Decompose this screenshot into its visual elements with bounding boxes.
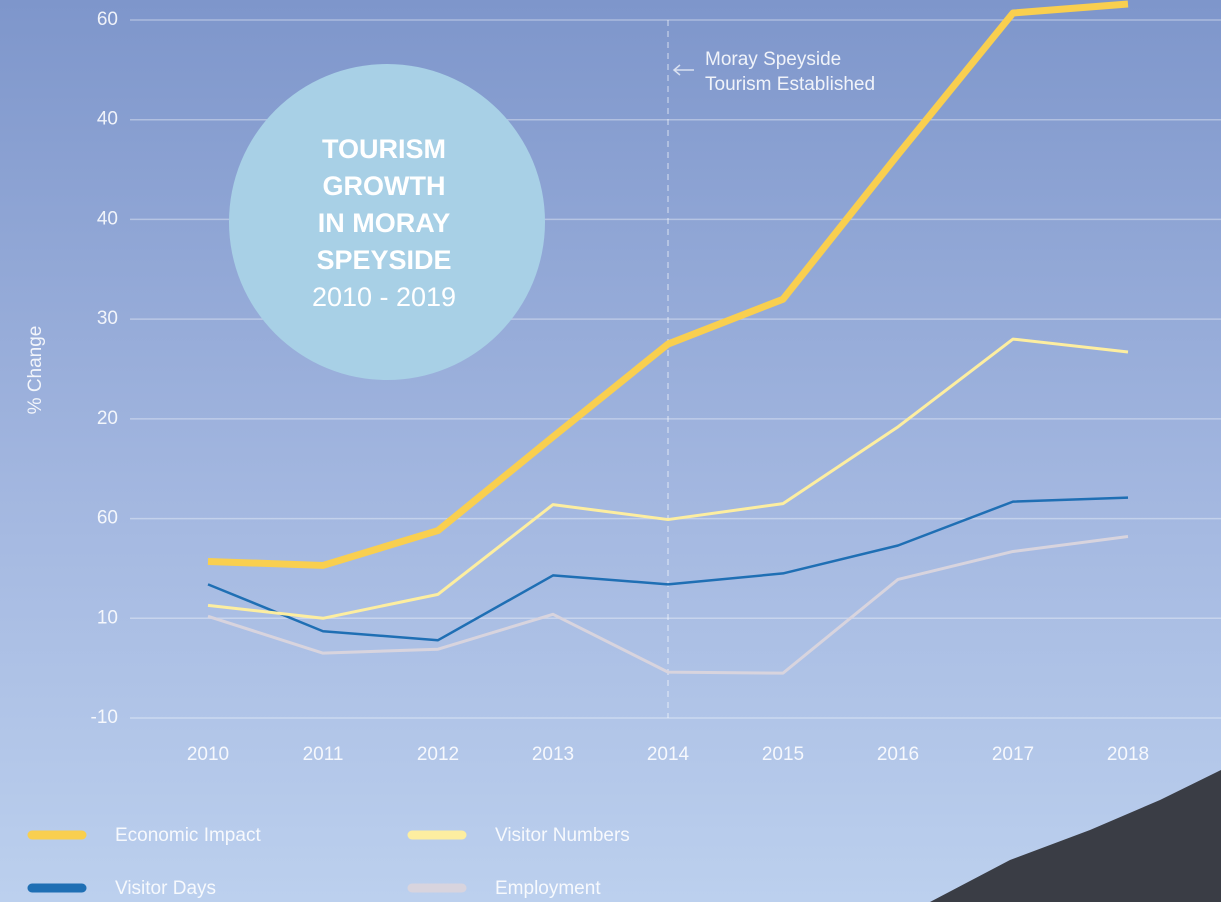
y-tick-label: 40	[97, 109, 118, 130]
chart-subtitle: 2010 - 2019	[312, 282, 456, 312]
y-tick-label: 60	[97, 508, 118, 529]
y-tick-label: 60	[97, 9, 118, 30]
y-tick-label: 40	[97, 208, 118, 229]
x-tick-label: 2010	[187, 744, 229, 765]
x-tick-label: 2016	[877, 744, 919, 765]
chart-title: IN MORAY	[318, 208, 451, 238]
chart: % Change -10 10 60 20 30 40 40 60 2010 2011 2012 20…	[0, 0, 1221, 902]
annotation-text: Moray Speyside	[705, 49, 841, 70]
x-tick-label: 2013	[532, 744, 574, 765]
legend-label: Visitor Numbers	[495, 825, 630, 846]
x-tick-label: 2015	[762, 744, 804, 765]
legend-label: Employment	[495, 878, 601, 899]
chart-title: GROWTH	[323, 171, 446, 201]
legend-label: Visitor Days	[115, 878, 216, 899]
x-tick-label: 2011	[303, 744, 344, 765]
x-tick-label: 2018	[1107, 744, 1149, 765]
annotation-text: Tourism Established	[705, 74, 875, 95]
y-tick-label: 30	[97, 308, 118, 329]
chart-title: SPEYSIDE	[316, 245, 451, 275]
x-tick-label: 2012	[417, 744, 459, 765]
page: {"chart_data": { "type": "line", "title"…	[0, 0, 1221, 902]
background	[0, 0, 1221, 902]
legend-label: Economic Impact	[115, 825, 261, 846]
y-tick-label: 20	[97, 408, 118, 429]
x-tick-label: 2014	[647, 744, 690, 765]
chart-title: TOURISM	[322, 134, 446, 164]
x-tick-label: 2017	[992, 744, 1034, 765]
y-tick-label: 10	[97, 607, 118, 628]
y-tick-label: -10	[91, 707, 118, 728]
y-axis-label: % Change	[25, 326, 46, 415]
